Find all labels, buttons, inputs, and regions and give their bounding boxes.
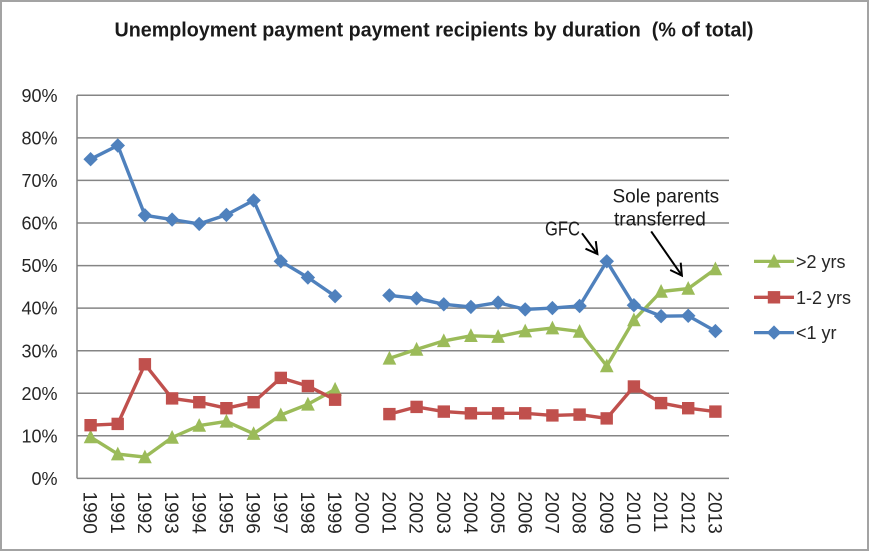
svg-text:2006: 2006: [513, 492, 534, 534]
svg-text:1999: 1999: [323, 492, 344, 534]
svg-text:1996: 1996: [242, 492, 263, 534]
svg-text:60%: 60%: [21, 214, 57, 234]
svg-text:2011: 2011: [649, 492, 670, 533]
svg-text:2004: 2004: [459, 492, 480, 535]
svg-text:40%: 40%: [21, 299, 57, 319]
svg-text:1991: 1991: [106, 492, 127, 534]
svg-text:1995: 1995: [215, 492, 236, 534]
svg-text:2001: 2001: [378, 492, 399, 534]
svg-text:1994: 1994: [187, 492, 208, 535]
svg-text:10%: 10%: [21, 426, 57, 446]
svg-text:20%: 20%: [21, 384, 57, 404]
svg-text:0%: 0%: [31, 469, 57, 489]
svg-text:2005: 2005: [486, 492, 507, 534]
svg-text:1-2 yrs: 1-2 yrs: [796, 288, 851, 308]
svg-text:90%: 90%: [21, 86, 57, 106]
svg-text:1992: 1992: [133, 492, 154, 534]
svg-text:2013: 2013: [704, 492, 725, 534]
svg-text:2008: 2008: [568, 492, 589, 534]
svg-text:2002: 2002: [405, 492, 426, 534]
svg-text:2003: 2003: [432, 492, 453, 534]
svg-text:70%: 70%: [21, 171, 57, 191]
svg-text:2000: 2000: [350, 492, 371, 534]
svg-text:1997: 1997: [269, 492, 290, 534]
svg-text:50%: 50%: [21, 256, 57, 276]
svg-text:2009: 2009: [595, 492, 616, 534]
svg-text:1998: 1998: [296, 492, 317, 534]
svg-text:2010: 2010: [622, 492, 643, 534]
svg-text:<1 yr: <1 yr: [796, 323, 837, 343]
svg-text:GFC: GFC: [545, 219, 580, 241]
svg-text:2007: 2007: [541, 492, 562, 534]
svg-text:Sole parents: Sole parents: [613, 187, 720, 208]
svg-text:Unemployment payment payment r: Unemployment payment payment recipients …: [115, 20, 754, 42]
svg-text:>2 yrs: >2 yrs: [796, 252, 846, 272]
svg-text:1993: 1993: [160, 492, 181, 534]
svg-text:1990: 1990: [79, 492, 100, 534]
svg-text:2012: 2012: [676, 492, 697, 534]
svg-text:transferred: transferred: [614, 210, 706, 231]
svg-text:30%: 30%: [21, 341, 57, 361]
svg-text:80%: 80%: [21, 129, 57, 149]
